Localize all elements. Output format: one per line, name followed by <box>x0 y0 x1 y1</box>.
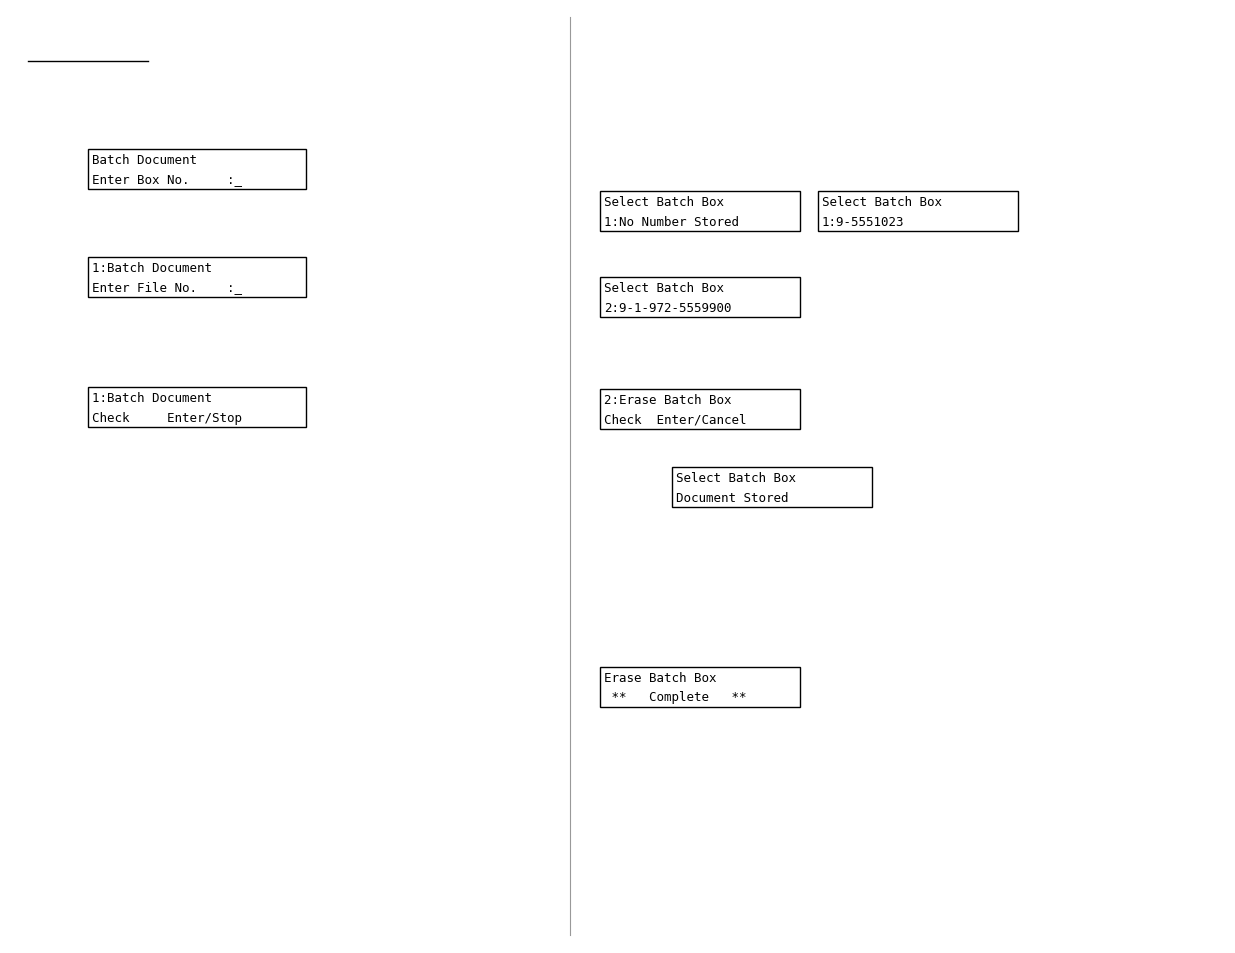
Bar <box>600 192 800 232</box>
Text: Erase Batch Box: Erase Batch Box <box>604 671 716 684</box>
Text: Select Batch Box: Select Batch Box <box>604 195 724 209</box>
Text: Check  Enter/Cancel: Check Enter/Cancel <box>604 413 746 426</box>
Text: 2:9-1-972-5559900: 2:9-1-972-5559900 <box>604 301 731 314</box>
Text: Enter File No.    :_: Enter File No. :_ <box>91 281 242 294</box>
Text: 1:No Number Stored: 1:No Number Stored <box>604 215 739 229</box>
Text: 2:Erase Batch Box: 2:Erase Batch Box <box>604 393 731 406</box>
Text: Select Batch Box: Select Batch Box <box>604 281 724 294</box>
Text: 1:9-5551023: 1:9-5551023 <box>823 215 904 229</box>
Text: Check     Enter/Stop: Check Enter/Stop <box>91 411 242 424</box>
Bar <box>88 150 306 190</box>
Bar <box>88 257 306 297</box>
Text: 1:Batch Document: 1:Batch Document <box>91 261 212 274</box>
Text: Batch Document: Batch Document <box>91 153 198 167</box>
Bar <box>600 277 800 317</box>
Text: **   Complete   **: ** Complete ** <box>604 691 746 703</box>
Text: Select Batch Box: Select Batch Box <box>676 471 797 484</box>
Bar <box>672 468 872 507</box>
Bar <box>88 388 306 428</box>
Text: Select Batch Box: Select Batch Box <box>823 195 942 209</box>
Text: 1:Batch Document: 1:Batch Document <box>91 391 212 404</box>
Text: Enter Box No.     :_: Enter Box No. :_ <box>91 173 242 186</box>
Bar <box>818 192 1018 232</box>
Bar <box>600 390 800 430</box>
Text: Document Stored: Document Stored <box>676 491 788 504</box>
Bar <box>600 667 800 707</box>
